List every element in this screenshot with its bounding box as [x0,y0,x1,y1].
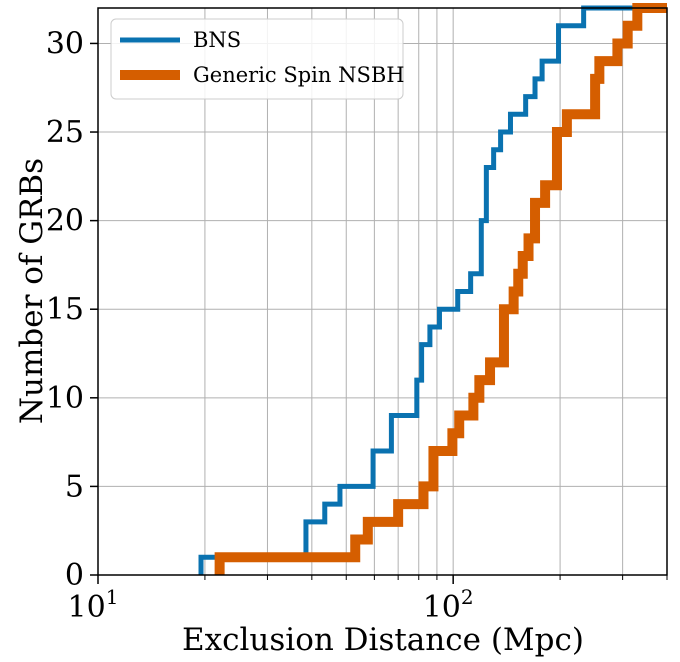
legend-label: BNS [193,28,241,52]
legend-box [110,18,404,100]
series-line-1 [214,3,667,575]
series-lines [198,3,667,575]
axis-ticks: 0 5 10 15 20 25 30 101 102 [46,26,668,625]
x-tick-label: 101 [68,585,119,625]
series-line-0 [198,5,667,575]
y-tick-label: 30 [46,26,84,61]
y-tick-label: 10 [46,381,84,416]
y-axis-label: Number of GRBs [14,158,50,424]
y-tick-label: 15 [46,292,84,327]
x-tick-label: 102 [423,585,474,625]
plot-frame [97,7,668,576]
x-axis-label: Exclusion Distance (Mpc) [182,622,584,658]
y-tick-label: 20 [46,204,84,239]
y-tick-label: 5 [65,469,84,504]
y-tick-label: 25 [46,115,84,150]
y-tick-label: 0 [65,558,84,593]
legend: BNS Generic Spin NSBH [110,18,405,100]
legend-label: Generic Spin NSBH [193,63,405,87]
